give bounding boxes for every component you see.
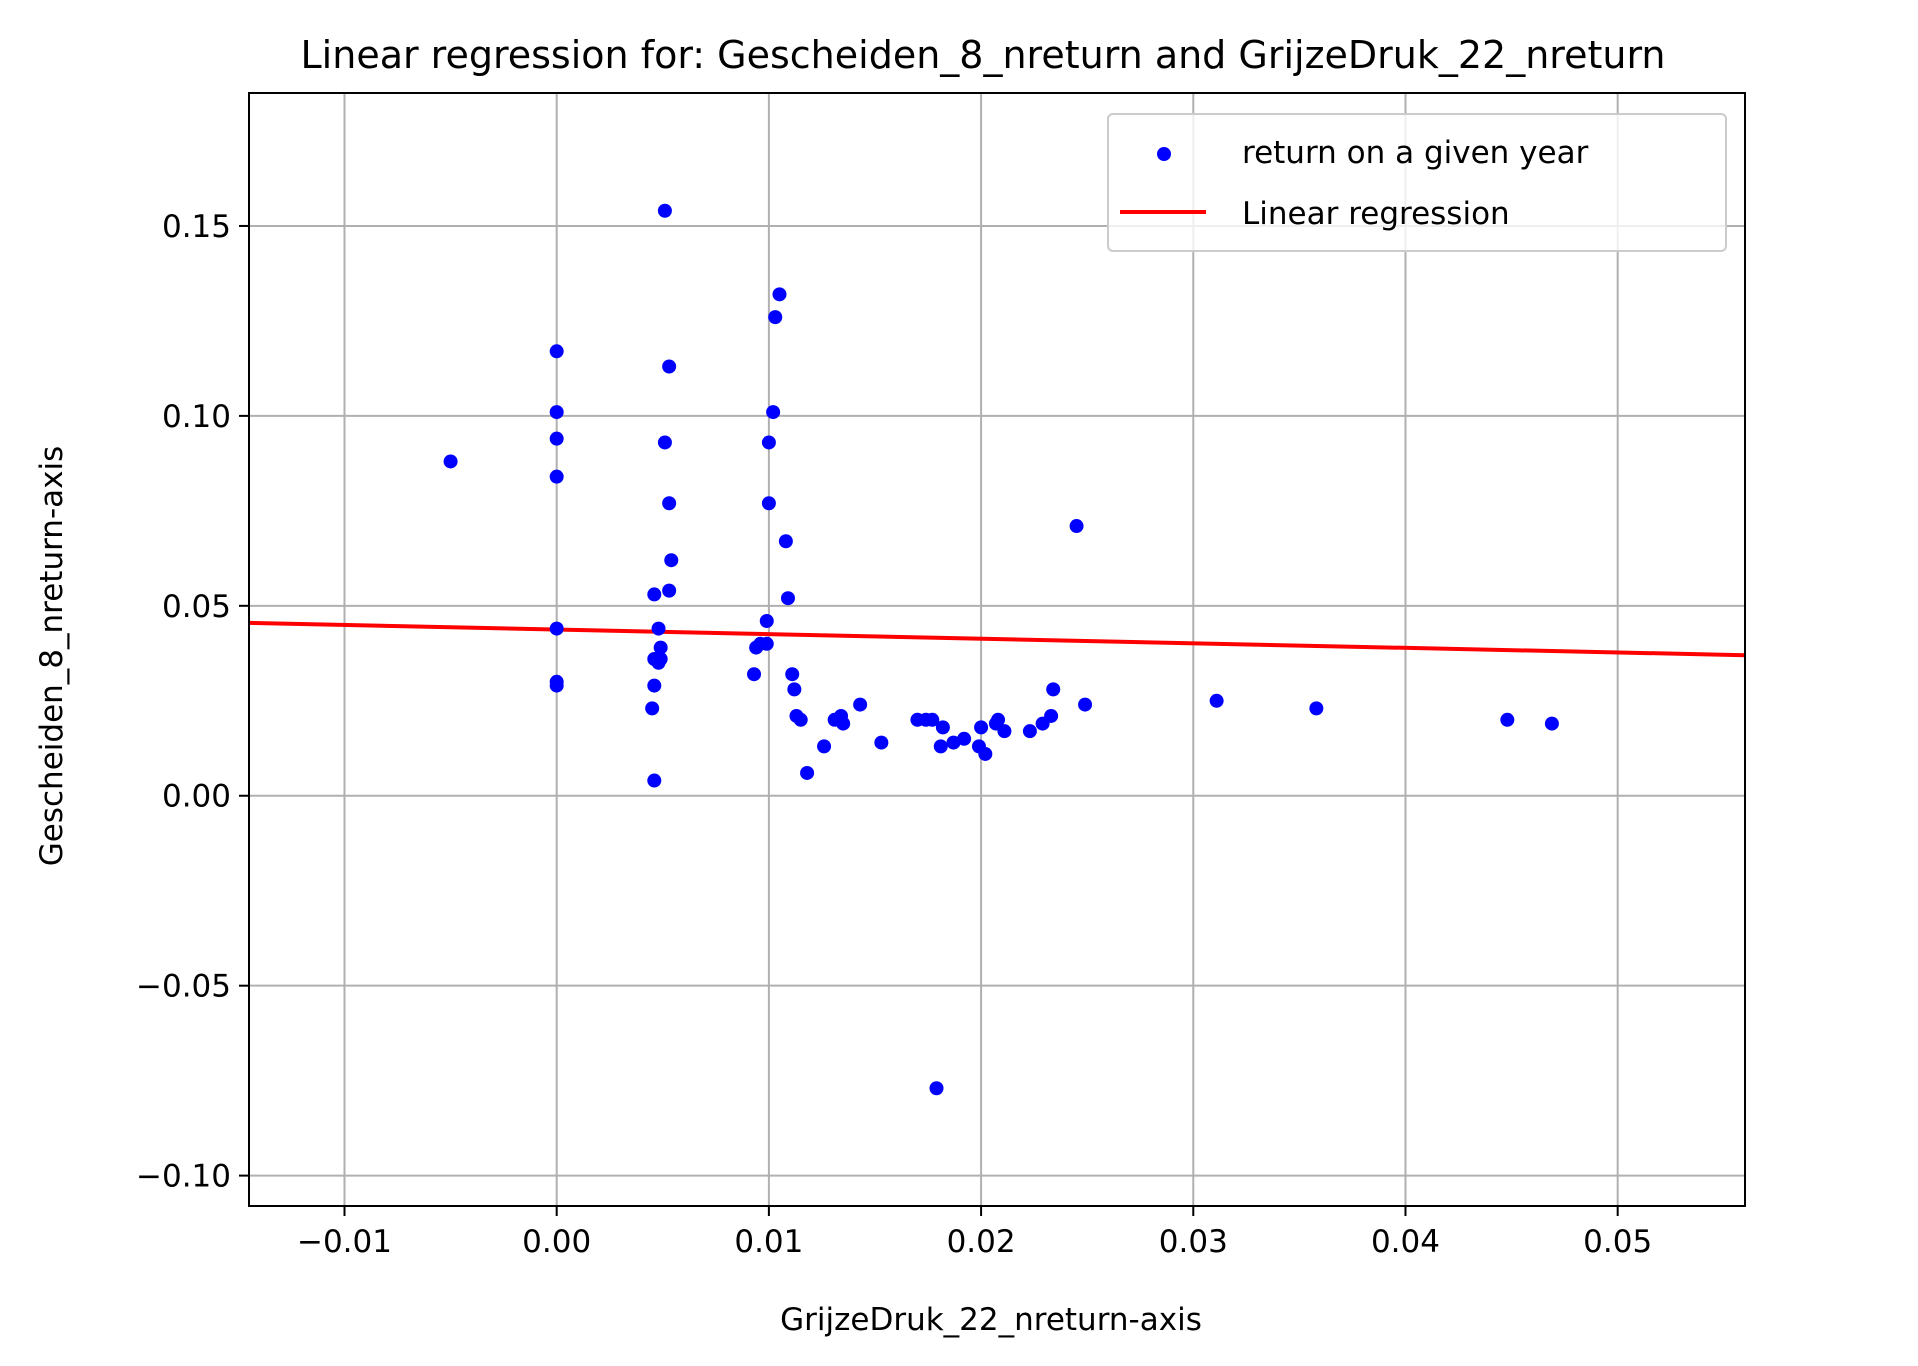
data-point [1046,682,1061,697]
data-point [793,712,808,727]
data-point [768,310,783,325]
data-point [785,667,800,682]
legend-marker-scatter [1157,147,1171,161]
data-point [974,720,989,735]
data-point [1544,716,1559,731]
chart-title: Linear regression for: Gescheiden_8_nret… [301,33,1666,77]
y-tick-label: 0.10 [162,399,231,435]
data-point [957,731,972,746]
data-point [657,203,672,218]
data-point [929,1081,944,1096]
data-point [761,496,776,511]
y-tick-label: 0.15 [162,209,231,245]
data-point [662,496,677,511]
data-point [651,655,666,670]
data-point [853,697,868,712]
y-tick-label: −0.05 [136,969,231,1005]
x-tick-label: 0.00 [522,1224,591,1260]
x-tick-label: 0.04 [1371,1224,1440,1260]
regression-line [248,620,1746,658]
data-point [836,716,851,731]
data-point [664,553,679,568]
scatter-points [443,203,1559,1096]
x-tick-label: 0.02 [947,1224,1016,1260]
data-point [1022,724,1037,739]
data-point [1309,701,1324,716]
axis-ticks: −0.01 0.00 0.01 0.02 0.03 0.04 0.05 −0.10 −0.05 0… [136,209,1652,1260]
data-point [653,640,668,655]
data-point [1209,693,1224,708]
data-point [662,583,677,598]
data-point [549,678,564,693]
y-axis-label: Gescheiden_8_nreturn-axis [34,446,70,866]
data-point [759,636,774,651]
data-point [817,739,832,754]
data-point [759,614,774,629]
legend: return on a given year Linear regression [1107,113,1727,252]
plot-area-frame [248,92,1746,1207]
y-tick-label: 0.05 [162,589,231,625]
data-point [1069,519,1084,534]
legend-label-scatter: return on a given year [1242,135,1589,171]
data-point [549,405,564,420]
data-point [549,621,564,636]
regression-line-layer [248,620,1746,658]
data-point [662,359,677,374]
data-point [549,469,564,484]
data-point [549,344,564,359]
data-point [997,724,1012,739]
data-point [647,678,662,693]
x-axis-label: GrijzeDruk_22_nreturn-axis [780,1302,1202,1338]
x-tick-label: 0.05 [1583,1224,1652,1260]
data-point [787,682,802,697]
data-point [874,735,889,750]
data-point [978,746,993,761]
data-point [747,667,762,682]
data-point [933,739,948,754]
data-point [935,720,950,735]
data-point [766,405,781,420]
data-point [647,773,662,788]
data-point [946,735,961,750]
data-point [645,701,660,716]
data-point [1078,697,1093,712]
data-point [1044,708,1059,723]
data-point [761,435,776,450]
legend-box [1107,113,1727,252]
x-tick-label: −0.01 [297,1224,392,1260]
data-point [991,712,1006,727]
x-tick-label: 0.03 [1159,1224,1228,1260]
y-tick-label: −0.10 [136,1159,231,1195]
y-tick-label: 0.00 [162,779,231,815]
data-point [549,431,564,446]
x-tick-label: 0.01 [734,1224,803,1260]
data-point [443,454,458,469]
data-point [778,534,793,549]
data-point [925,712,940,727]
data-point [1500,712,1515,727]
data-point [651,621,666,636]
legend-label-line: Linear regression [1242,196,1510,232]
data-point [647,587,662,602]
data-point [780,591,795,606]
data-point [800,765,815,780]
data-point [772,287,787,302]
data-point [657,435,672,450]
